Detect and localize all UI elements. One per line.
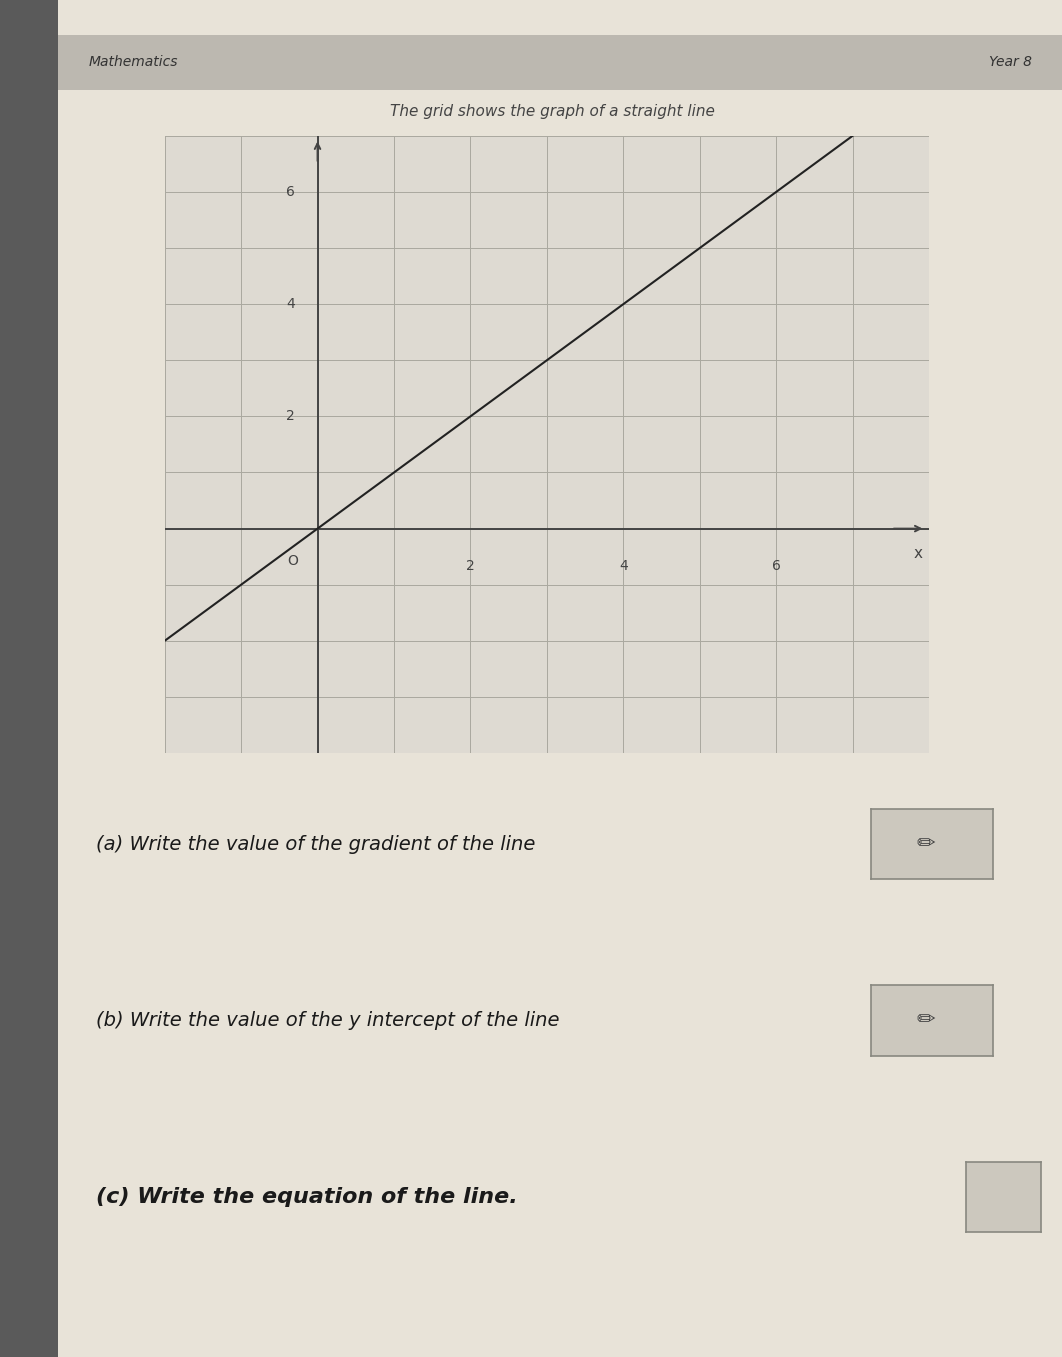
Text: The grid shows the graph of a straight line: The grid shows the graph of a straight l… xyxy=(390,103,715,119)
Text: 6: 6 xyxy=(772,559,781,574)
Text: O: O xyxy=(288,554,298,567)
Text: 6: 6 xyxy=(286,185,294,199)
Text: (b) Write the value of the y intercept of the line: (b) Write the value of the y intercept o… xyxy=(96,1011,559,1030)
Text: 4: 4 xyxy=(286,297,294,311)
Text: (a) Write the value of the gradient of the line: (a) Write the value of the gradient of t… xyxy=(96,835,535,854)
Text: ✏: ✏ xyxy=(917,1011,936,1030)
Text: x: x xyxy=(913,547,922,562)
Text: Year 8: Year 8 xyxy=(989,56,1032,69)
Text: 2: 2 xyxy=(286,410,294,423)
Text: 2: 2 xyxy=(466,559,475,574)
Text: 4: 4 xyxy=(619,559,628,574)
Text: Mathematics: Mathematics xyxy=(88,56,178,69)
Text: ✏: ✏ xyxy=(917,835,936,854)
Text: (c) Write the equation of the line.: (c) Write the equation of the line. xyxy=(96,1187,517,1206)
